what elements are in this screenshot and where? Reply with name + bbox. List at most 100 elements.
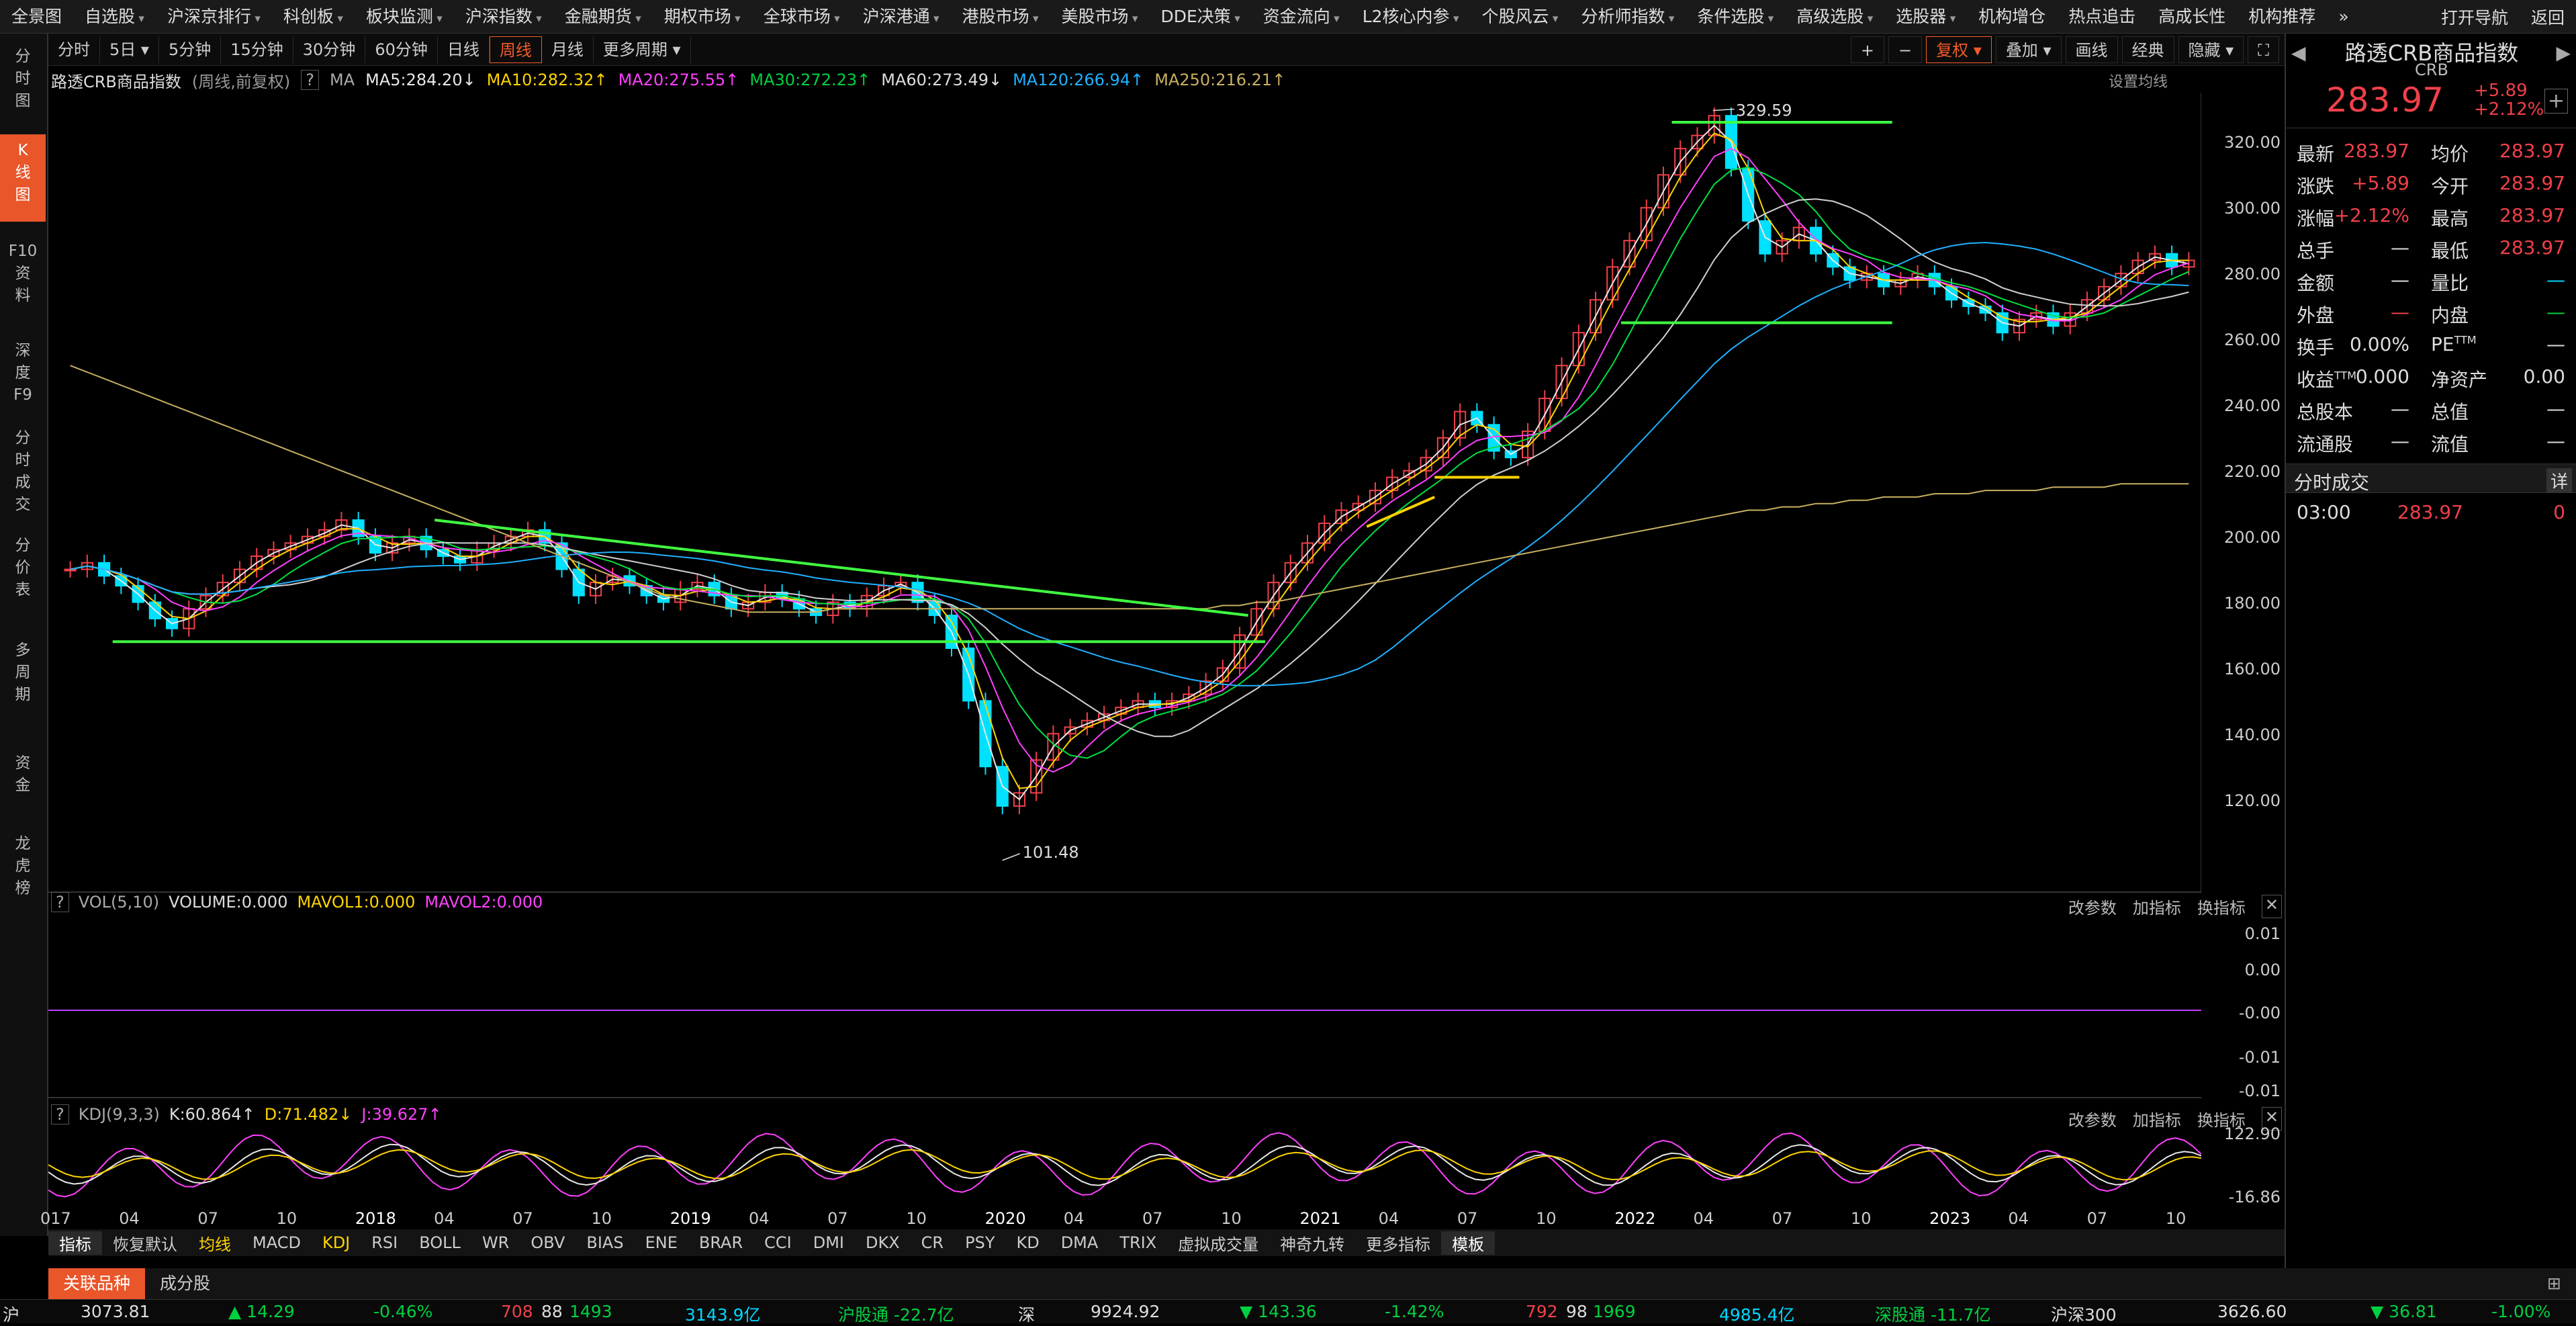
indicator-tab[interactable]: 神奇九转	[1280, 1235, 1345, 1254]
vol-swap-indicator[interactable]: 换指标	[2197, 899, 2246, 918]
prev-icon[interactable]: ◀	[2291, 42, 2306, 64]
period-tab[interactable]: 周线	[489, 36, 542, 63]
indicator-tab[interactable]: DKX	[866, 1233, 900, 1252]
indicator-tab[interactable]: 恢复默认	[113, 1235, 177, 1254]
toolbar-button[interactable]: 复权 ▾	[1926, 36, 1992, 63]
indicator-tab[interactable]: DMI	[813, 1233, 844, 1252]
toolbar-button[interactable]: 经典	[2121, 36, 2174, 63]
vol-pane[interactable]	[48, 914, 2201, 1099]
menu-item[interactable]: DDE决策	[1150, 0, 1252, 34]
toolbar-button[interactable]: +	[1850, 36, 1885, 63]
menu-item[interactable]: 美股市场	[1050, 0, 1150, 34]
indicator-tab[interactable]: ENE	[645, 1233, 678, 1252]
indicator-tab[interactable]: 指标	[48, 1231, 102, 1255]
indicator-tab[interactable]: RSI	[371, 1233, 398, 1252]
sidebar-tab[interactable]: 龙 虎 榜	[15, 835, 31, 897]
indicator-tab[interactable]: OBV	[531, 1233, 565, 1252]
indicator-tab[interactable]: WR	[481, 1233, 510, 1252]
vol-add-indicator[interactable]: 加指标	[2132, 899, 2181, 918]
toolbar-button[interactable]: ⛶	[2248, 36, 2279, 63]
sidebar-tab[interactable]: 资 金	[15, 754, 31, 794]
vol-edit-params[interactable]: 改参数	[2068, 899, 2117, 918]
toolbar-button[interactable]: 画线	[2065, 36, 2118, 63]
menu-item[interactable]: 热点追击	[2068, 6, 2136, 26]
add-icon[interactable]: +	[2544, 89, 2568, 114]
menu-right-item[interactable]: 打开导航	[2440, 7, 2508, 28]
sidebar-tab[interactable]: F10 资 料	[8, 242, 38, 304]
menu-item[interactable]: 选股器	[1884, 0, 1967, 34]
menu-item[interactable]: 科创板	[272, 0, 355, 34]
toolbar-button[interactable]: 隐藏 ▾	[2178, 36, 2244, 63]
menu-item[interactable]: 沪深指数	[454, 0, 553, 34]
menu-item[interactable]: 机构增仓	[1978, 6, 2046, 26]
indicator-tab[interactable]: 均线	[199, 1235, 231, 1254]
menu-item[interactable]: 个股风云	[1470, 0, 1569, 34]
kdj-pane[interactable]	[48, 1126, 2201, 1204]
indicator-tab[interactable]: BIAS	[586, 1233, 624, 1252]
menu-item[interactable]: 高级选股	[1785, 0, 1884, 34]
kdj-help-icon[interactable]: ?	[51, 1104, 69, 1124]
period-tab[interactable]: 更多周期 ▾	[594, 36, 691, 63]
menu-item[interactable]: L2核心内参	[1351, 0, 1471, 34]
close-icon[interactable]: ✕	[2261, 1107, 2282, 1131]
help-icon[interactable]: ?	[301, 70, 320, 90]
indicator-tab[interactable]: BRAR	[698, 1233, 743, 1252]
period-tab[interactable]: 5分钟	[159, 36, 222, 63]
next-icon[interactable]: ▶	[2556, 42, 2571, 64]
indicator-tab[interactable]: DMA	[1060, 1233, 1099, 1252]
menu-item[interactable]: 板块监测	[355, 0, 454, 34]
menu-right-item[interactable]: 返回	[2530, 7, 2565, 28]
period-tab[interactable]: 15分钟	[221, 36, 293, 63]
ma-settings-button[interactable]: 设置均线	[2109, 74, 2168, 91]
sidebar-tab[interactable]: 分 时 图	[15, 48, 31, 109]
menu-item[interactable]: 条件选股	[1686, 0, 1785, 34]
indicator-tab[interactable]: 虚拟成交量	[1178, 1235, 1259, 1254]
period-tab[interactable]: 30分钟	[293, 36, 366, 63]
kdj-add-indicator[interactable]: 加指标	[2132, 1111, 2181, 1130]
menu-item[interactable]: 机构推荐	[2248, 6, 2316, 26]
indicator-tab[interactable]: CCI	[764, 1233, 792, 1252]
sidebar-tab[interactable]: 多 周 期	[15, 642, 31, 703]
indicator-tab[interactable]: 模板	[1441, 1231, 1496, 1255]
indicator-tab[interactable]: MACD	[252, 1233, 301, 1252]
indicator-tab[interactable]: PSY	[965, 1233, 995, 1252]
menu-item[interactable]: 全球市场	[752, 0, 852, 34]
menu-item[interactable]: 沪深京排行	[156, 0, 272, 34]
indicator-tab[interactable]: TRIX	[1119, 1233, 1157, 1252]
toolbar-button[interactable]: −	[1888, 36, 1923, 63]
indicator-tab[interactable]: 更多指标	[1366, 1235, 1431, 1254]
kdj-edit-params[interactable]: 改参数	[2068, 1111, 2117, 1130]
tab-related[interactable]: 关联品种	[48, 1268, 146, 1299]
close-icon[interactable]: ✕	[2261, 895, 2282, 918]
menu-item[interactable]: 沪深港通	[852, 0, 951, 34]
more-icon[interactable]: »	[2338, 6, 2349, 26]
sidebar-tab[interactable]: 分 时 成 交	[15, 429, 31, 513]
kdj-swap-indicator[interactable]: 换指标	[2197, 1111, 2246, 1130]
toolbar-button[interactable]: 叠加 ▾	[1995, 36, 2062, 63]
tab-constituents[interactable]: 成分股	[160, 1274, 211, 1293]
sidebar-tab[interactable]: 深 度 F9	[13, 342, 32, 404]
kline-chart[interactable]: 329.59 101.48	[48, 93, 2201, 893]
menu-item[interactable]: 全景图	[11, 6, 62, 26]
sidebar-tab[interactable]: K 线 图	[0, 134, 46, 222]
menu-item[interactable]: 港股市场	[951, 0, 1050, 34]
indicator-tab[interactable]: KD	[1016, 1233, 1040, 1252]
menu-item[interactable]: 分析师指数	[1569, 0, 1686, 34]
menu-item[interactable]: 资金流向	[1252, 0, 1351, 34]
period-tab[interactable]: 60分钟	[365, 36, 438, 63]
menu-item[interactable]: 期权市场	[653, 0, 752, 34]
indicator-tab[interactable]: CR	[921, 1233, 944, 1252]
period-tab[interactable]: 日线	[438, 36, 490, 63]
period-tab[interactable]: 5日 ▾	[100, 36, 159, 63]
indicator-tab[interactable]: BOLL	[419, 1233, 461, 1252]
period-tab[interactable]: 分时	[48, 36, 100, 63]
vol-help-icon[interactable]: ?	[51, 892, 69, 912]
expand-icon[interactable]: ⊞	[2547, 1274, 2561, 1293]
menu-item[interactable]: 高成长性	[2158, 6, 2226, 26]
sidebar-tab[interactable]: 分 价 表	[15, 537, 31, 599]
period-tab[interactable]: 月线	[542, 36, 594, 63]
menu-item[interactable]: 金融期货	[553, 0, 653, 34]
indicator-tab[interactable]: KDJ	[322, 1233, 351, 1252]
trades-detail-button[interactable]: 详	[2546, 468, 2572, 493]
menu-item[interactable]: 自选股	[73, 0, 156, 34]
